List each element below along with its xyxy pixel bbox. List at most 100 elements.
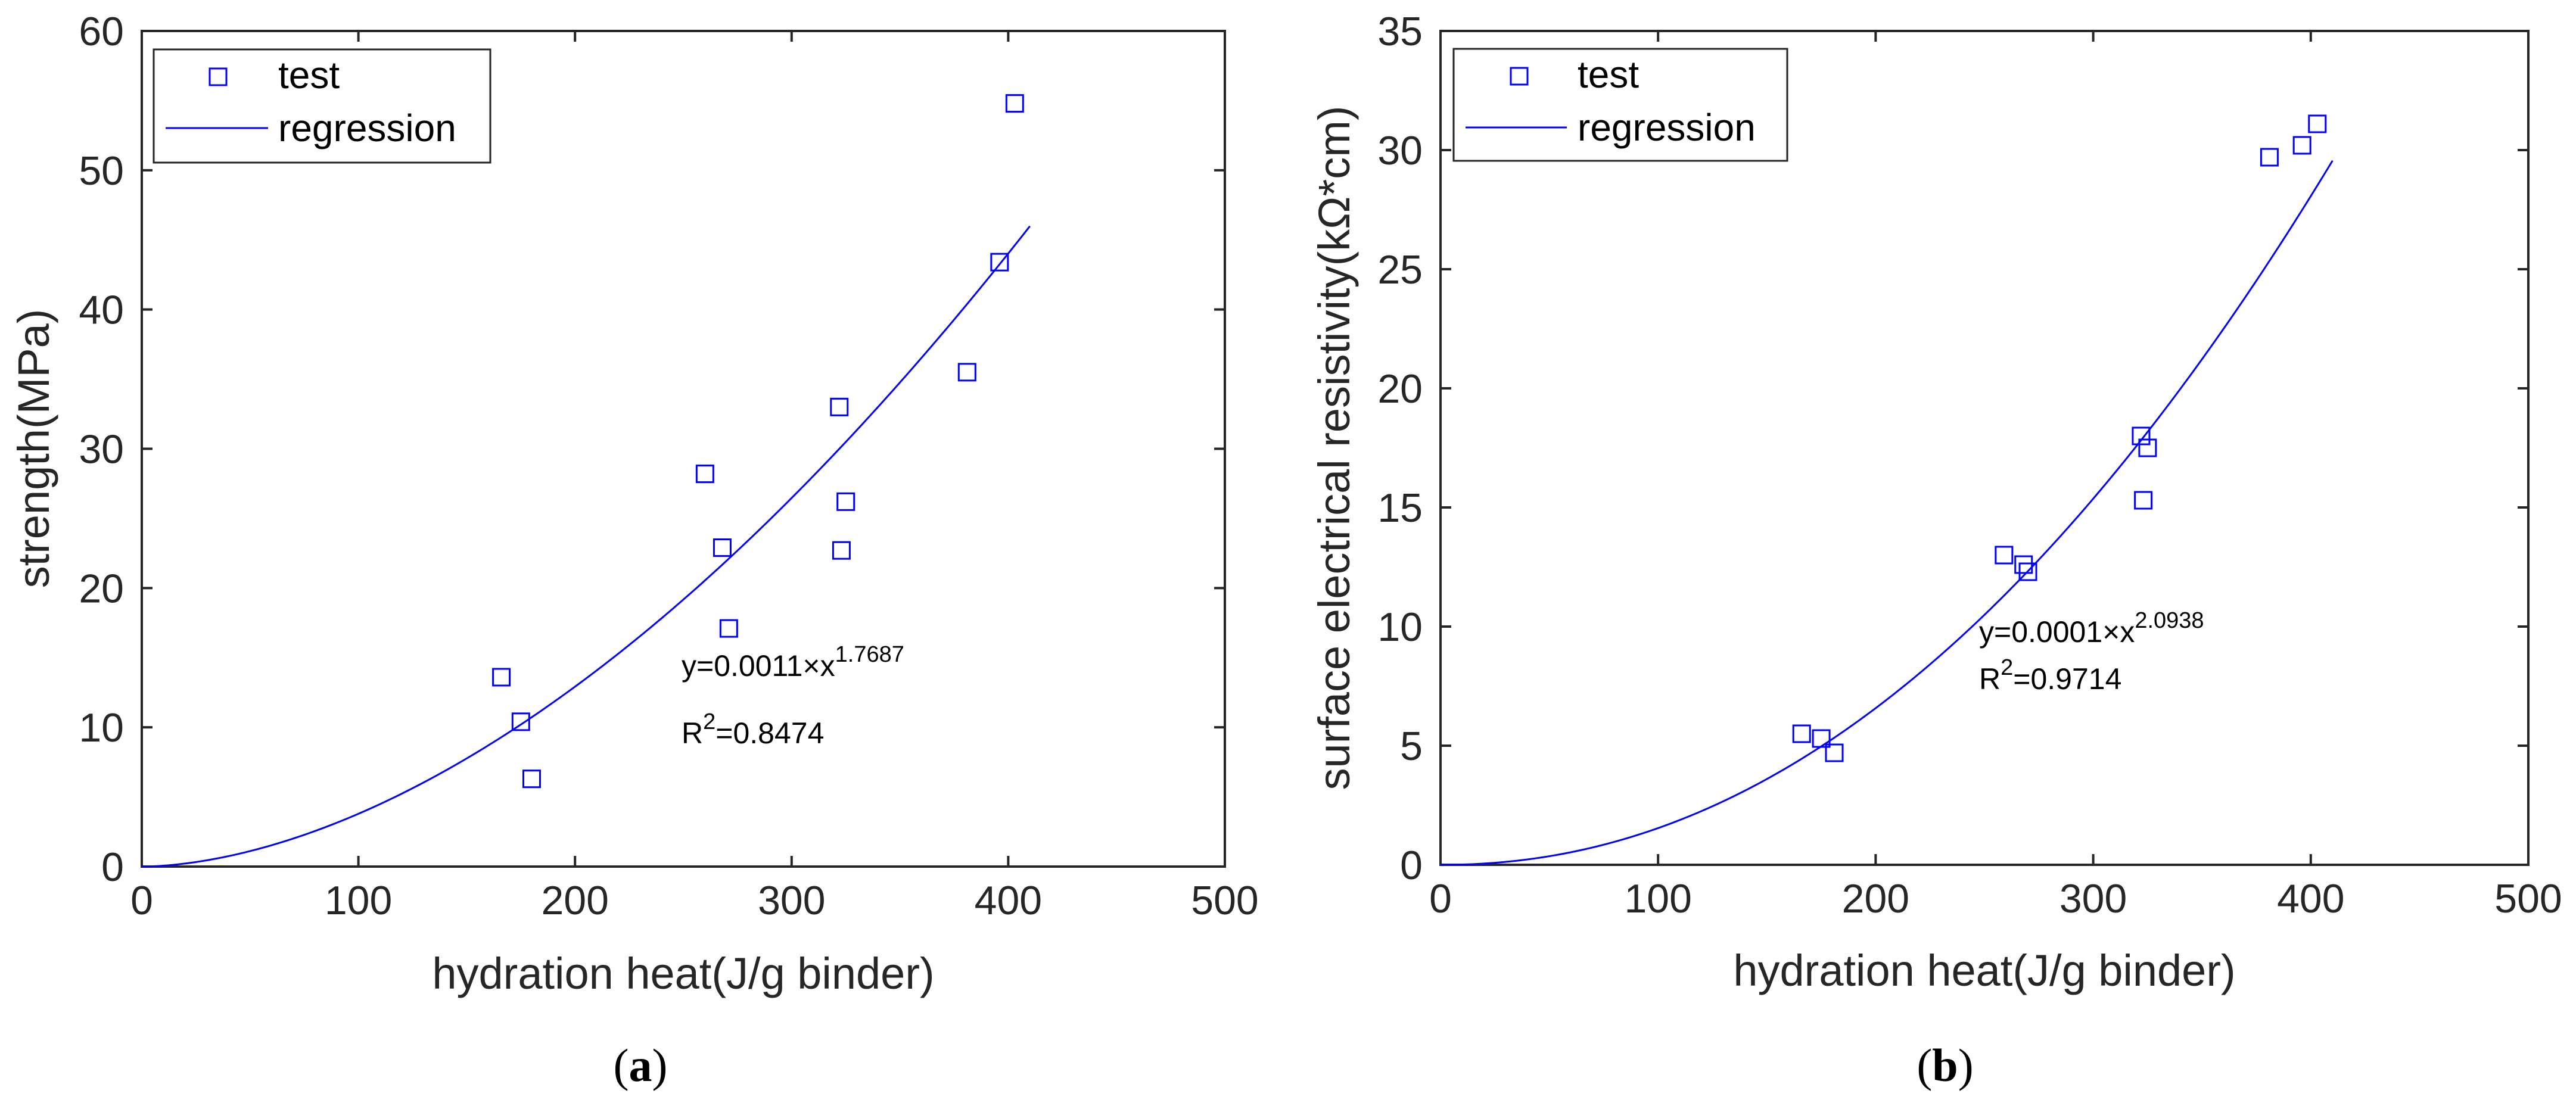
r2-superscript: 2	[703, 709, 715, 734]
equation-base: y=0.0011×x	[682, 649, 835, 683]
r2-prefix: R	[682, 717, 703, 750]
legend-regression-label: regression	[278, 107, 456, 149]
r2-value: =0.8474	[715, 717, 824, 750]
data-point	[1995, 546, 2014, 565]
test-points	[492, 94, 1024, 789]
data-point	[2260, 148, 2279, 167]
y-axis-label: strength(MPa)	[9, 309, 58, 588]
data-point	[2292, 136, 2311, 155]
equation-exponent: 1.7687	[835, 642, 904, 667]
data-point	[1825, 743, 1844, 762]
r2-superscript: 2	[2001, 655, 2013, 680]
x-tick-label: 100	[1624, 876, 1691, 921]
data-point	[511, 712, 530, 731]
r2-value: =0.9714	[2013, 662, 2121, 696]
data-point	[522, 770, 541, 789]
legend-test-label: test	[278, 54, 340, 96]
legend: test regression	[1452, 48, 1788, 162]
plot-area	[141, 30, 1226, 868]
y-tick-label: 40	[79, 288, 124, 333]
data-point	[713, 538, 732, 557]
data-point	[1812, 729, 1831, 748]
data-point	[836, 492, 855, 511]
data-point	[957, 363, 976, 382]
regression-equation: y=0.0011×x1.7687	[682, 642, 904, 683]
y-tick-label: 60	[79, 9, 124, 54]
x-tick-label: 500	[2494, 876, 2562, 921]
data-point	[990, 253, 1009, 272]
data-point	[830, 397, 849, 416]
x-tick-label: 300	[2059, 876, 2127, 921]
x-tick-label: 300	[758, 878, 825, 923]
y-tick-label: 25	[1377, 247, 1423, 292]
y-tick-label: 10	[79, 705, 124, 750]
y-tick-label: 30	[79, 427, 124, 472]
panel-label-letter: b	[1932, 1039, 1958, 1091]
data-point	[492, 668, 511, 687]
data-point	[695, 465, 714, 484]
data-point	[2014, 555, 2033, 574]
y-axis-ticks: 0 5 10 15 20 25 30 35	[1377, 9, 2528, 888]
x-tick-label: 0	[1429, 876, 1452, 921]
regression-line	[1440, 160, 2334, 866]
x-axis-ticks: 0 100 200 300 400 500	[1429, 31, 2562, 921]
x-tick-label: 100	[325, 878, 392, 923]
legend-regression-label: regression	[1578, 106, 1756, 149]
equation-base: y=0.0001×x	[1979, 615, 2135, 649]
test-points	[1792, 114, 2327, 762]
panel-label-b: (b)	[1917, 1039, 1973, 1091]
legend-test-marker-icon	[1510, 67, 1529, 86]
x-tick-label: 400	[975, 878, 1042, 923]
data-point	[2018, 562, 2037, 581]
x-tick-label: 0	[130, 878, 153, 923]
panel-b-resistivity: 0 100 200 300 400 500 0 5 10 15 20 25 30 35 test reg…	[1309, 9, 2562, 1091]
x-axis-label: hydration heat(J/g binder)	[432, 949, 934, 998]
y-axis-label: surface electrical resistivity(kΩ*cm)	[1309, 105, 1359, 790]
x-axis-label: hydration heat(J/g binder)	[1733, 946, 2235, 995]
y-axis-ticks: 0 10 20 30 40 50 60	[79, 9, 1225, 890]
data-point	[2308, 114, 2327, 133]
legend-test-marker-icon	[209, 67, 228, 86]
panel-label-open: (	[1917, 1039, 1932, 1091]
y-tick-label: 0	[1400, 843, 1423, 888]
y-tick-label: 15	[1377, 485, 1423, 531]
panel-label-close: )	[652, 1039, 668, 1091]
y-tick-label: 10	[1377, 605, 1423, 650]
panel-label-letter: a	[629, 1039, 652, 1091]
r-squared: R2=0.9714	[1979, 655, 2121, 696]
x-tick-label: 200	[1842, 876, 1909, 921]
legend-box	[1452, 48, 1788, 162]
y-tick-label: 5	[1400, 724, 1423, 769]
equation-exponent: 2.0938	[2135, 608, 2204, 633]
regression-line	[141, 225, 1031, 868]
legend: test regression	[153, 48, 491, 164]
data-point	[2132, 426, 2151, 446]
x-tick-label: 400	[2277, 876, 2344, 921]
r2-prefix: R	[1979, 662, 2001, 696]
panel-label-open: (	[614, 1039, 629, 1091]
y-tick-label: 0	[101, 845, 124, 890]
panel-a-strength: 0 100 200 300 400 500 0 10 20 30 40 50 60 test regr…	[9, 9, 1259, 1091]
regression-curve	[141, 225, 1031, 868]
y-tick-label: 20	[1377, 366, 1423, 412]
y-tick-label: 35	[1377, 9, 1423, 54]
data-point	[1792, 724, 1811, 743]
y-tick-label: 20	[79, 566, 124, 611]
x-tick-label: 500	[1191, 878, 1258, 923]
legend-test-label: test	[1578, 53, 1639, 96]
data-point	[2138, 438, 2157, 457]
plot-area	[1439, 30, 2530, 866]
data-point	[832, 541, 851, 560]
panel-label-close: )	[1958, 1039, 1974, 1091]
panel-label-a: (a)	[614, 1039, 668, 1091]
r-squared: R2=0.8474	[682, 709, 824, 750]
data-point	[719, 619, 738, 638]
x-tick-label: 200	[541, 878, 608, 923]
x-axis-ticks: 0 100 200 300 400 500	[130, 31, 1259, 923]
regression-curve	[1440, 160, 2334, 866]
data-point	[2134, 491, 2153, 510]
y-tick-label: 30	[1377, 128, 1423, 173]
regression-equation: y=0.0001×x2.0938	[1979, 608, 2204, 649]
data-point	[1005, 94, 1024, 113]
